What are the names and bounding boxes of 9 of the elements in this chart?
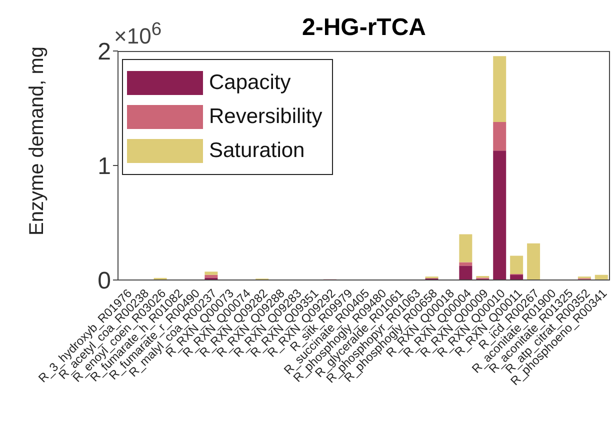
y-axis-title: Enzyme demand, mg bbox=[26, 46, 48, 236]
legend-label: Saturation bbox=[209, 139, 305, 163]
y-tick-label: 1 bbox=[98, 153, 111, 180]
y-tick-label: 2 bbox=[98, 38, 111, 66]
y-tick-label: 0 bbox=[98, 268, 111, 295]
legend-label: Reversibility bbox=[209, 105, 322, 129]
legend-label: Capacity bbox=[209, 71, 291, 95]
text: ×10$^{6}$ bbox=[114, 18, 162, 50]
chart-title: 2-HG-rTCA bbox=[302, 14, 426, 41]
